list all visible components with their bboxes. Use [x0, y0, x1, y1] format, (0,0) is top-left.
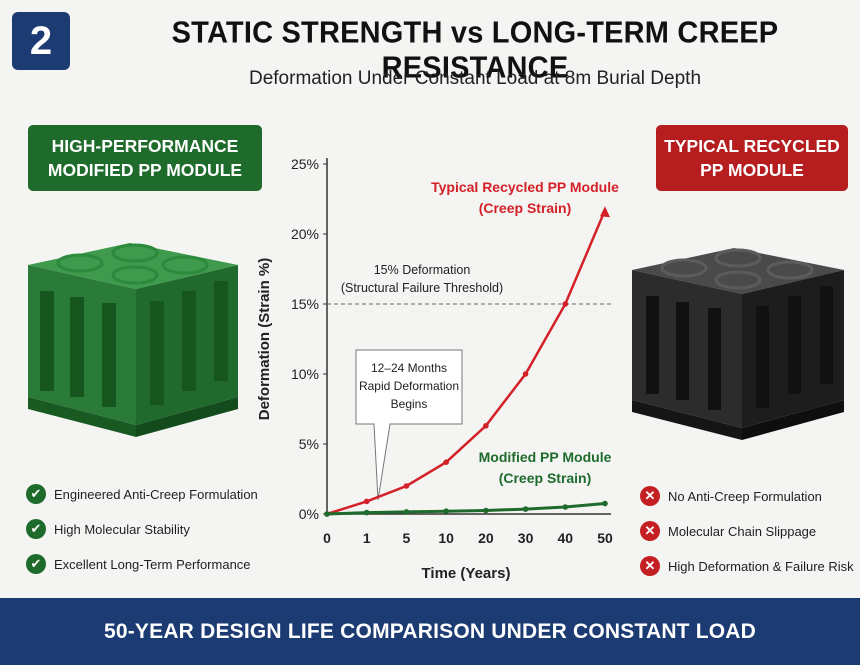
x-tick-label: 10 — [438, 530, 454, 546]
y-tick-label: 20% — [291, 226, 319, 242]
series-line-modified — [326, 502, 606, 516]
page-title: STATIC STRENGTH vs LONG-TERM CREEP RESIS… — [171, 16, 779, 85]
check-icon: ✔ — [26, 484, 46, 504]
risk-item: ✕ No Anti-Creep Formulation — [640, 486, 822, 506]
x-tick-label: 20 — [478, 530, 494, 546]
data-point — [443, 508, 449, 514]
data-point — [522, 371, 529, 377]
cross-icon: ✕ — [640, 486, 660, 506]
x-tick-label: 1 — [363, 530, 371, 546]
data-point — [443, 459, 449, 466]
data-point — [562, 301, 569, 307]
risk-item: ✕ Molecular Chain Slippage — [640, 521, 816, 541]
check-icon: ✔ — [26, 554, 46, 574]
data-point — [403, 509, 410, 515]
feature-item: ✔ Excellent Long-Term Performance — [26, 554, 251, 574]
risk-item: ✕ High Deformation & Failure Risk — [640, 556, 854, 576]
creep-chart: 0% 5% 10% 15% 20% 25% 0 1 5 10 20 30 40 50 Time (Years… — [256, 156, 619, 582]
feature-item: ✔ High Molecular Stability — [26, 519, 190, 539]
green-module-image — [28, 243, 238, 437]
y-tick-label: 0% — [299, 506, 319, 522]
x-tick-label: 30 — [518, 530, 534, 546]
annotation-callout — [355, 349, 463, 501]
y-tick-label: 25% — [291, 156, 319, 172]
series-arrowhead — [600, 206, 610, 218]
y-tick-label: 10% — [291, 366, 319, 382]
threshold-label: 15% Deformation (Structural Failure Thres… — [341, 263, 503, 295]
annotation-label: 12–24 Months Rapid Deformation Begins — [359, 361, 459, 411]
series-line-recycled — [326, 209, 607, 516]
data-point — [403, 483, 410, 489]
data-point — [522, 506, 529, 512]
recycled-pp-heading: TYPICAL RECYCLED PP MODULE — [656, 125, 848, 191]
data-point — [602, 500, 608, 507]
y-tick-label: 5% — [299, 436, 319, 452]
cross-icon: ✕ — [640, 521, 660, 541]
x-tick-label: 50 — [597, 530, 613, 546]
series-label-recycled: Typical Recycled PP Module (Creep Strain) — [431, 179, 619, 216]
data-point — [483, 423, 489, 429]
data-point — [483, 507, 489, 514]
x-axis-label: Time (Years) — [422, 565, 511, 582]
y-tick-label: 15% — [291, 296, 319, 312]
footer-banner: 50-YEAR DESIGN LIFE COMPARISON UNDER CON… — [0, 598, 860, 665]
black-module-image — [632, 248, 844, 440]
section-number-badge: 2 — [12, 12, 70, 70]
data-point — [363, 509, 370, 516]
page-subtitle: Deformation Under Constant Load at 8m Bu… — [248, 68, 702, 89]
data-point — [562, 504, 569, 510]
x-tick-label: 0 — [323, 530, 331, 546]
data-point — [363, 498, 370, 505]
series-label-modified: Modified PP Module (Creep Strain) — [479, 449, 612, 486]
feature-item: ✔ Engineered Anti-Creep Formulation — [26, 484, 258, 504]
y-axis-label: Deformation (Strain %) — [256, 258, 273, 421]
cross-icon: ✕ — [640, 556, 660, 576]
x-tick-label: 40 — [557, 530, 573, 546]
check-icon: ✔ — [26, 519, 46, 539]
x-tick-label: 5 — [403, 530, 411, 546]
data-point — [324, 511, 330, 517]
modified-pp-heading: HIGH-PERFORMANCE MODIFIED PP MODULE — [28, 125, 262, 191]
